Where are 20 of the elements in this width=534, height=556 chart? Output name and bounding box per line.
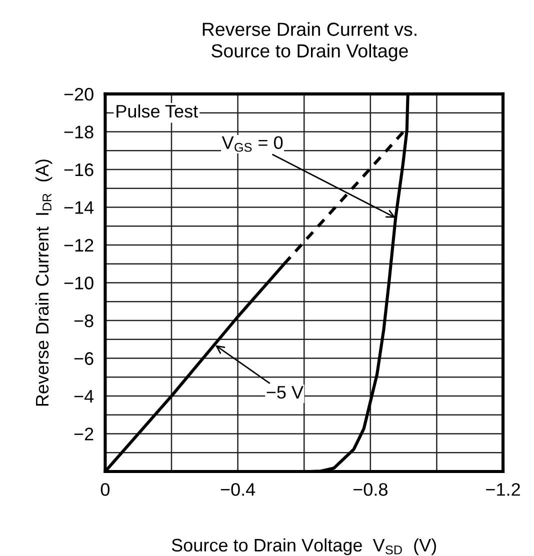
y-tick-label: −4 (74, 390, 94, 403)
annotation: Pulse Test (116, 104, 198, 118)
x-tick-label: −0.4 (220, 483, 256, 496)
y-tick-label: −18 (64, 126, 94, 138)
chart-title: Reverse Drain Current vs. Source to Drain Voltage (202, 22, 416, 62)
y-tick-label: −16 (64, 163, 94, 176)
x-axis-title: Source to Drain Voltage V$_{SD}$ (V) (172, 538, 436, 556)
y-tick-label: −6 (74, 352, 94, 365)
annotation: V$_{GS}$ = 0 (222, 136, 283, 152)
x-tick-label: −1.2 (486, 483, 520, 496)
y-tick-label: −12 (64, 238, 94, 252)
x-tick-label: 0 (100, 483, 110, 496)
annotation: −5 V (266, 386, 304, 399)
x-tick-label: −0.8 (353, 483, 388, 496)
y-axis-title: Reverse Drain Current I$_{DR}$ (A) (35, 160, 52, 406)
y-tick-label: −20 (64, 88, 94, 101)
y-tick-label: −14 (64, 201, 94, 214)
y-tick-label: −2 (74, 428, 94, 440)
y-tick-label: −10 (64, 276, 94, 290)
y-tick-label: −8 (74, 314, 94, 328)
